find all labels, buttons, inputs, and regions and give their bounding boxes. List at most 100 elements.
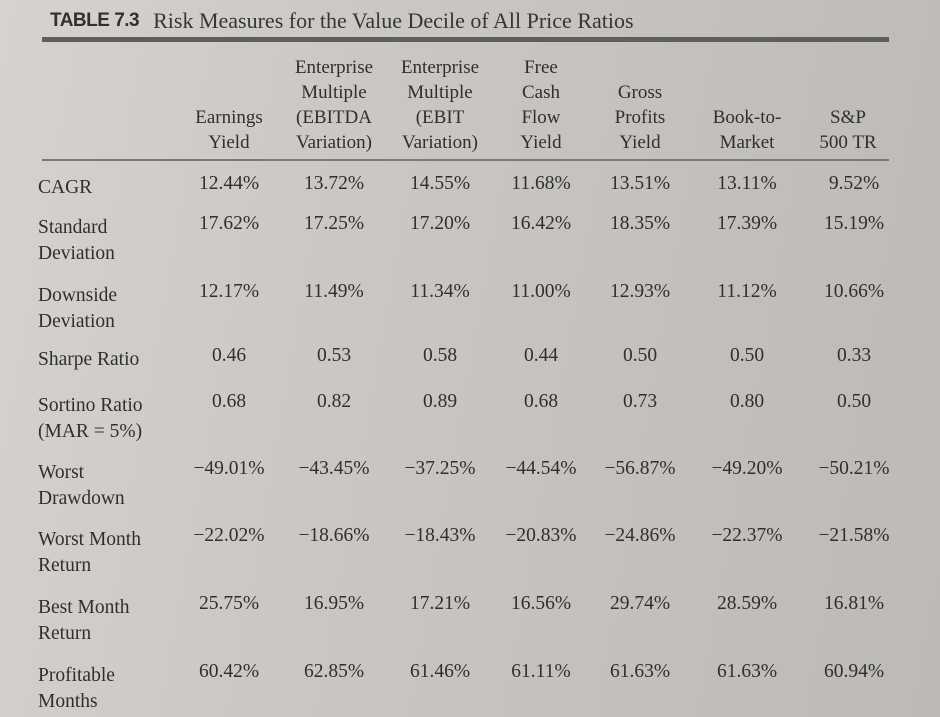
column-header-line: Enterprise bbox=[294, 57, 374, 78]
table-cell: 0.68 bbox=[211, 391, 247, 412]
row-label: Sortino Ratio (MAR = 5%) bbox=[38, 393, 143, 445]
table-cell: 12.93% bbox=[609, 281, 671, 302]
table-cell: −21.58% bbox=[818, 525, 890, 546]
row-label-line: Sharpe Ratio bbox=[38, 349, 140, 370]
table-cell: 60.42% bbox=[198, 661, 260, 682]
column-header: Enterprise Multiple (EBITDA Variation) bbox=[274, 55, 394, 155]
row-label-line: Best Month bbox=[38, 597, 130, 618]
column-header: S&P 500 TR bbox=[788, 105, 908, 155]
table-cell: 10.66% bbox=[823, 281, 885, 302]
column-header-line: (EBIT bbox=[415, 107, 465, 128]
table-cell: −37.25% bbox=[404, 458, 476, 479]
column-header: Enterprise Multiple (EBIT Variation) bbox=[380, 55, 500, 155]
table-cell: 60.94% bbox=[823, 661, 885, 682]
column-header: Gross Profits Yield bbox=[580, 80, 700, 155]
row-label-line: Sortino Ratio bbox=[38, 395, 143, 416]
table-cell: 11.12% bbox=[717, 281, 777, 302]
table-cell: 13.11% bbox=[717, 173, 777, 194]
table-cell: 28.59% bbox=[716, 593, 778, 614]
table-cell: 9.52% bbox=[828, 173, 880, 194]
column-header-line: S&P bbox=[830, 107, 866, 128]
table-cell: 29.74% bbox=[609, 593, 671, 614]
table-cell: 15.19% bbox=[823, 213, 885, 234]
table-cell: 0.89 bbox=[422, 391, 458, 412]
table-cell: −43.45% bbox=[298, 458, 370, 479]
table-cell: 14.55% bbox=[409, 173, 471, 194]
table-cell: 12.17% bbox=[198, 281, 260, 302]
row-label: CAGR bbox=[38, 175, 92, 201]
column-header-line: Yield bbox=[208, 132, 250, 153]
table-cell: −56.87% bbox=[604, 458, 676, 479]
table-cell: 0.68 bbox=[523, 391, 559, 412]
row-label-line: CAGR bbox=[38, 177, 93, 198]
column-header-line: Book-to- bbox=[712, 107, 782, 128]
row-label-line: Standard bbox=[38, 217, 108, 238]
table-cell: 17.39% bbox=[716, 213, 778, 234]
row-label-line: Return bbox=[38, 623, 92, 644]
table-cell: 11.00% bbox=[511, 281, 571, 302]
table-cell: 11.34% bbox=[410, 281, 470, 302]
table-cell: −18.66% bbox=[298, 525, 370, 546]
column-header-line: Market bbox=[719, 132, 775, 153]
row-label: Profitable Months bbox=[38, 663, 115, 715]
row-label-line: Deviation bbox=[38, 311, 115, 332]
column-header-line: (EBITDA bbox=[296, 107, 372, 128]
table-cell: 25.75% bbox=[198, 593, 260, 614]
column-header-line: Cash bbox=[522, 82, 560, 103]
table-cell: −50.21% bbox=[818, 458, 890, 479]
table-cell: 11.68% bbox=[511, 173, 571, 194]
table-cell: 11.49% bbox=[304, 281, 364, 302]
row-label-line: Deviation bbox=[38, 243, 115, 264]
table-cell: −22.02% bbox=[193, 525, 265, 546]
row-label-line: Months bbox=[38, 691, 98, 712]
table-cell: 0.53 bbox=[316, 345, 352, 366]
column-header-line: Multiple bbox=[407, 82, 473, 103]
table-cell: 0.50 bbox=[729, 345, 765, 366]
table-cell: −18.43% bbox=[404, 525, 476, 546]
column-header-line: Variation) bbox=[296, 132, 372, 153]
table-cell: 12.44% bbox=[198, 173, 260, 194]
column-header-line: Flow bbox=[521, 107, 561, 128]
row-label: Worst Month Return bbox=[38, 527, 141, 579]
column-header-line: Yield bbox=[619, 132, 661, 153]
row-label-line: Profitable bbox=[38, 665, 115, 686]
column-header-line: Profits bbox=[614, 107, 666, 128]
table-cell: 17.20% bbox=[409, 213, 471, 234]
table-cell: 0.50 bbox=[836, 391, 872, 412]
table-cell: 17.25% bbox=[303, 213, 365, 234]
row-label: Downside Deviation bbox=[38, 283, 117, 335]
table-cell: 0.46 bbox=[211, 345, 247, 366]
table-cell: 0.44 bbox=[523, 345, 559, 366]
row-label-line: Worst bbox=[38, 462, 85, 483]
column-header-line: Yield bbox=[520, 132, 562, 153]
table-cell: 13.51% bbox=[609, 173, 671, 194]
column-header-line: Free bbox=[524, 57, 558, 78]
column-header-line: Gross bbox=[617, 82, 663, 103]
column-header: Earnings Yield bbox=[169, 105, 289, 155]
table-cell: 61.11% bbox=[511, 661, 571, 682]
table-cell: 16.81% bbox=[823, 593, 885, 614]
table-number: TABLE 7.3 bbox=[50, 10, 140, 31]
row-label: Best Month Return bbox=[38, 595, 130, 647]
table-cell: 0.50 bbox=[622, 345, 658, 366]
table-cell: 18.35% bbox=[609, 213, 671, 234]
column-header-line: Earnings bbox=[195, 107, 263, 128]
table-cell: 13.72% bbox=[303, 173, 365, 194]
column-header: Book-to- Market bbox=[687, 105, 807, 155]
table-cell: 0.73 bbox=[622, 391, 658, 412]
row-label: Worst Drawdown bbox=[38, 460, 125, 512]
table-cell: −49.20% bbox=[711, 458, 783, 479]
header-rule bbox=[42, 159, 889, 161]
table-cell: 0.58 bbox=[422, 345, 458, 366]
table-title: Risk Measures for the Value Decile of Al… bbox=[153, 8, 634, 33]
row-label-line: Drawdown bbox=[38, 488, 125, 509]
table-caption: TABLE 7.3 Risk Measures for the Value De… bbox=[50, 6, 890, 36]
table-cell: 61.46% bbox=[409, 661, 471, 682]
table-cell: −22.37% bbox=[711, 525, 783, 546]
table-cell: 0.82 bbox=[316, 391, 352, 412]
row-label-line: Downside bbox=[38, 285, 118, 306]
table-cell: −24.86% bbox=[604, 525, 676, 546]
table-cell: 0.33 bbox=[836, 345, 872, 366]
table-cell: 16.95% bbox=[303, 593, 365, 614]
